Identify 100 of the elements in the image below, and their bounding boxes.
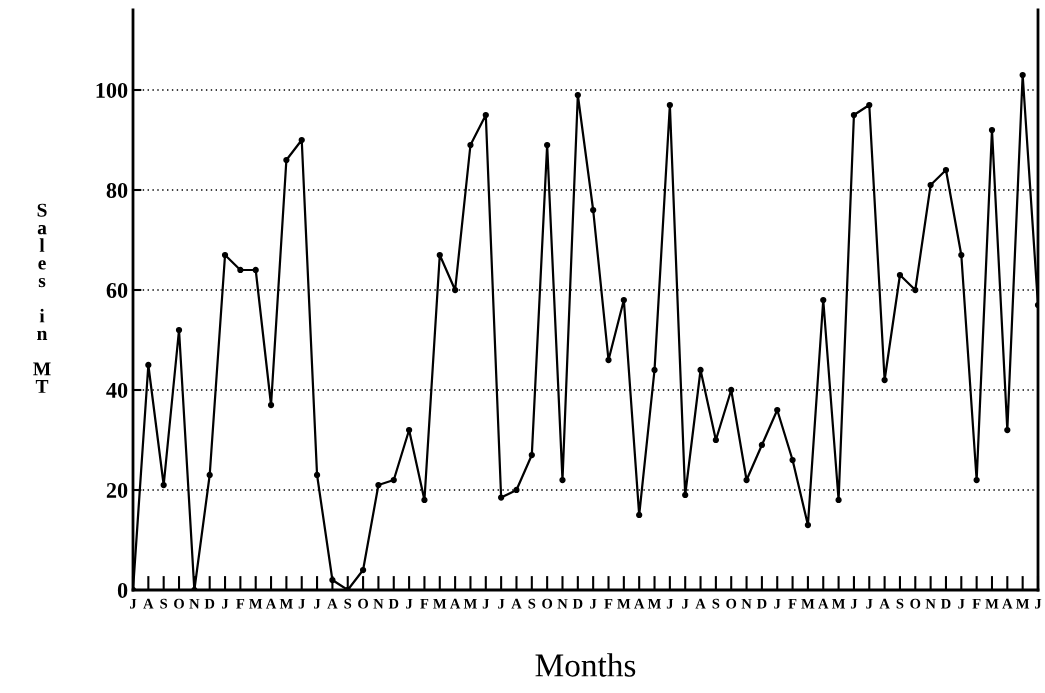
x-tick-label: O [910, 598, 921, 609]
x-tick-label: F [420, 598, 429, 609]
x-tick-label: J [682, 598, 689, 609]
x-tick-label: J [130, 598, 137, 609]
point [636, 511, 643, 519]
point [252, 266, 259, 274]
point [482, 111, 489, 119]
x-tick-label: S [528, 598, 536, 609]
point [467, 141, 474, 149]
x-tick-label: N [189, 598, 200, 609]
x-tick-label: J [482, 598, 490, 609]
point [881, 376, 888, 384]
x-tick-label: A [143, 598, 154, 609]
x-tick-label: A [634, 598, 645, 609]
point [896, 271, 904, 279]
x-tick-label: S [896, 598, 904, 609]
point [866, 101, 873, 109]
y-tick-label: 100 [96, 82, 128, 98]
x-tick-label: M [617, 598, 631, 609]
point [544, 141, 551, 149]
point [651, 366, 658, 374]
x-tick-label: J [774, 598, 781, 609]
x-tick-label: D [756, 598, 767, 609]
point [528, 451, 535, 459]
point [237, 266, 244, 274]
x-tick-label: J [498, 598, 505, 609]
x-tick-label: J [298, 598, 305, 609]
x-tick-label: M [801, 598, 815, 609]
x-tick-label: A [265, 598, 277, 609]
x-tick-label: D [572, 598, 583, 609]
point [359, 566, 367, 574]
point [513, 486, 520, 494]
x-tick-label: D [940, 598, 951, 609]
point [850, 111, 858, 119]
x-tick-label: J [666, 598, 674, 609]
point [160, 481, 167, 489]
x-tick-label: M [249, 598, 263, 609]
point [758, 441, 766, 449]
x-tick-label: S [344, 598, 352, 609]
x-tick-label: S [712, 598, 720, 609]
point [283, 156, 290, 164]
point [605, 356, 612, 364]
point [329, 576, 336, 584]
point [988, 126, 996, 134]
point [697, 366, 704, 374]
x-tick-label: O [542, 598, 553, 609]
point [958, 251, 965, 259]
point [789, 456, 796, 464]
point [927, 181, 934, 189]
x-tick-label: A [450, 598, 461, 609]
x-tick-label: F [236, 598, 245, 609]
point [728, 386, 735, 394]
point [405, 426, 413, 434]
point [221, 251, 229, 259]
y-tick-label: 60 [106, 282, 128, 298]
x-tick-label: D [388, 598, 399, 609]
x-tick-label: J [222, 598, 229, 609]
point [206, 471, 213, 479]
point [145, 361, 152, 369]
point [451, 286, 459, 294]
point [820, 296, 827, 304]
x-tick-label: J [850, 598, 858, 609]
x-tick-label: J [1035, 598, 1042, 609]
point [804, 521, 812, 529]
x-tick-label: M [1016, 598, 1030, 609]
x-tick-label: J [406, 598, 413, 609]
point [1004, 426, 1011, 434]
x-tick-label: N [925, 598, 936, 609]
x-tick-label: M [463, 598, 477, 609]
point [313, 471, 321, 479]
x-tick-label: J [958, 598, 965, 609]
y-tick-label: 0 [117, 582, 128, 598]
point [666, 101, 673, 109]
y-tick-label: 80 [106, 182, 128, 198]
x-tick-label: M [433, 598, 447, 609]
x-tick-label: A [327, 598, 338, 609]
x-tick-label: A [695, 598, 706, 609]
point [973, 476, 980, 484]
x-tick-label: M [831, 598, 846, 609]
x-axis-title: Months [535, 653, 636, 677]
x-tick-label: N [741, 598, 752, 609]
point [559, 476, 566, 484]
y-tick-label: 20 [106, 482, 128, 498]
x-tick-label: A [818, 598, 829, 609]
text: Sales in MT [33, 203, 51, 393]
x-tick-label: O [174, 598, 184, 609]
x-tick-label: F [604, 598, 613, 609]
x-tick-label: A [879, 598, 890, 609]
point [712, 436, 720, 444]
x-tick-label: S [160, 598, 168, 609]
x-tick-label: D [204, 598, 215, 609]
point [175, 326, 183, 334]
x-tick-label: J [314, 598, 321, 609]
x-tick-label: N [373, 598, 384, 609]
point [498, 494, 505, 501]
point [574, 91, 581, 99]
point [267, 401, 275, 409]
x-tick-label: J [590, 598, 597, 609]
x-tick-label: M [647, 598, 661, 609]
x-tick-label: M [279, 598, 293, 609]
